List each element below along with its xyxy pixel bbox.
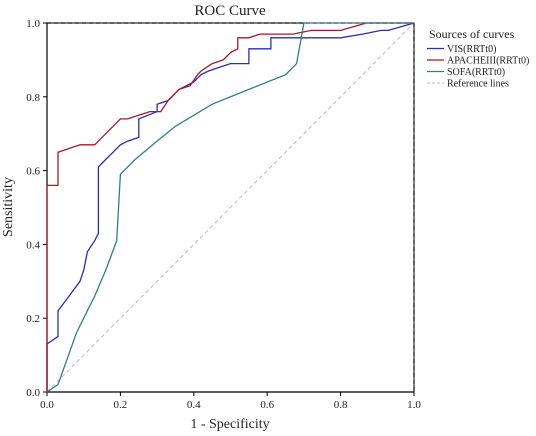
y-tick-label: 0.4 [26, 239, 40, 251]
y-axis-label: Sensitivity [1, 177, 16, 237]
x-tick-label: 0.8 [334, 399, 348, 411]
legend-label: VIS(RRTt0) [447, 44, 496, 55]
legend-label: SOFA(RRTt0) [447, 67, 505, 78]
legend: Sources of curves VIS(RRTt0)APACHEIII(RR… [427, 27, 529, 90]
x-axis-ticks: 0.0 0.2 0.4 0.6 0.8 1.0 [40, 392, 421, 411]
legend-label: Reference lines [447, 79, 509, 90]
x-tick-label: 0.2 [114, 399, 128, 411]
x-tick-label: 1.0 [407, 399, 421, 411]
series-layer [46, 22, 415, 393]
y-tick-label: 0.6 [26, 166, 40, 178]
y-tick-label: 1.0 [26, 18, 40, 30]
legend-items: VIS(RRTt0)APACHEIII(RRTt0)SOFA(RRTt0)Ref… [427, 44, 529, 90]
series-line-apacheiii-rrtt0 [46, 22, 414, 392]
x-tick-label: 0.6 [260, 399, 274, 411]
legend-title: Sources of curves [429, 27, 515, 41]
chart-title: ROC Curve [194, 3, 266, 19]
series-line-sofa-rrtt0 [46, 22, 414, 393]
y-tick-label: 0.0 [26, 387, 40, 399]
x-tick-label: 0.4 [187, 399, 201, 411]
x-tick-label: 0.0 [40, 399, 54, 411]
series-line-reference-lines [46, 22, 415, 393]
y-axis-ticks: 0.0 0.2 0.4 0.6 0.8 1.0 [26, 18, 47, 399]
y-tick-label: 0.2 [26, 313, 40, 325]
x-axis-label: 1 - Specificity [190, 417, 269, 432]
y-tick-label: 0.8 [26, 92, 40, 104]
legend-label: APACHEIII(RRTt0) [447, 56, 529, 67]
